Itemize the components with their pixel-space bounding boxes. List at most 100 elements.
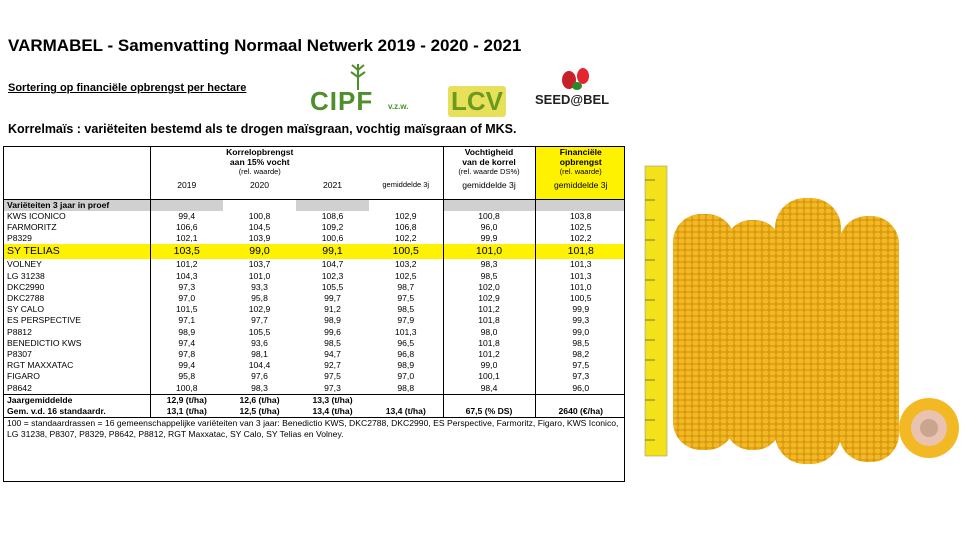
value-2019: 106,6 (149, 221, 223, 234)
value-financieel: 100,5 (534, 292, 624, 305)
standaard-row: Gem. v.d. 16 standaardr. 13,1 (t/ha) 12,… (4, 405, 624, 418)
value-2019: 95,8 (149, 371, 223, 383)
variety-name: FIGARO (7, 371, 40, 382)
value-vochtigheid: 102,9 (442, 292, 535, 305)
value-2021: 97,3 (324, 382, 341, 393)
value-2021: 98,9 (324, 315, 341, 326)
value-financieel: 99,0 (534, 326, 624, 338)
value-vochtigheid: 100,1 (442, 371, 535, 383)
value-2020: 102,9 (248, 304, 271, 315)
value-vochtigheid: 101,8 (442, 315, 535, 327)
value-financieel: 97,5 (534, 360, 624, 372)
value-financieel: 103,8 (534, 210, 624, 222)
variety-name: DKC2788 (7, 292, 45, 303)
header-row-2: aan 15% vocht van de korrel opbrengst (4, 157, 624, 167)
value-gem-3j: 101,3 (394, 326, 417, 337)
value-gem-3j: 103,2 (394, 259, 417, 270)
value-2021: 102,3 (321, 270, 344, 281)
value-gem-3j: 102,2 (394, 233, 417, 244)
variety-name: P8642 (7, 382, 32, 393)
value-financieel: 97,3 (534, 371, 624, 383)
cipf-logo: CIPF v.z.w. (310, 64, 420, 116)
value-gem-3j: 102,5 (394, 270, 417, 281)
value-financieel: 102,5 (534, 221, 624, 234)
variety-name: VOLNEY (7, 259, 42, 270)
value-2020: 100,8 (248, 210, 271, 221)
value-vochtigheid: 98,5 (442, 270, 535, 282)
value-gem-3j: 106,8 (394, 221, 417, 232)
value-2021: 109,2 (321, 221, 344, 232)
value-2021: 108,6 (321, 210, 344, 221)
seedbel-logo: SEED@BEL (535, 66, 625, 116)
value-vochtigheid: 101,2 (442, 304, 535, 316)
value-2019: 98,9 (149, 326, 223, 338)
value-financieel: 99,3 (534, 315, 624, 327)
value-2019: 101,2 (149, 259, 223, 271)
value-2019: 100,8 (149, 382, 223, 395)
variety-name: RGT MAXXATAC (7, 360, 74, 371)
value-gem-3j: 97,9 (397, 315, 415, 326)
table-row: P8642 100,8 98,3 97,3 98,8 98,4 96,0 (4, 382, 624, 395)
logo-strip: CIPF v.z.w. LCV SEED@BEL (310, 62, 630, 118)
table-row: RGT MAXXATAC 99,4 104,4 92,7 98,9 99,0 97,5 (4, 360, 624, 372)
value-2021: 99,6 (324, 326, 341, 337)
value-vochtigheid: 98,0 (442, 326, 535, 338)
sort-subtitle: Sortering op financiële opbrengst per he… (8, 82, 247, 94)
table-row: SY CALO 101,5 102,9 91,2 98,5 101,2 99,9 (4, 304, 624, 316)
table-row: VOLNEY 101,2 103,7 104,7 103,2 98,3 101,3 (4, 259, 624, 271)
table-row: DKC2990 97,3 93,3 105,5 98,7 102,0 101,0 (4, 281, 624, 293)
group-row: Variëteiten 3 jaar in proef (4, 198, 624, 211)
value-2021: 100,6 (321, 233, 344, 244)
table-row: P8329 102,1 103,9 100,6 102,2 99,9 102,2 (4, 233, 624, 245)
value-vochtigheid: 98,3 (442, 259, 535, 271)
value-2019: 99,4 (149, 360, 223, 372)
variety-name: SY CALO (7, 304, 45, 315)
value-2020: 97,7 (251, 315, 268, 326)
table-row: LG 31238 104,3 101,0 102,3 102,5 98,5 101,3 (4, 270, 624, 282)
value-2019: 97,3 (149, 281, 223, 293)
value-2021: 98,5 (324, 337, 341, 348)
table-row: ES PERSPECTIVE 97,1 97,7 98,9 97,9 101,8 99,3 (4, 315, 624, 327)
value-2020: 104,5 (248, 221, 271, 232)
table-row: DKC2788 97,0 95,8 99,7 97,5 102,9 100,5 (4, 292, 624, 305)
value-gem-3j: 102,9 (394, 210, 417, 221)
value-gem-3j: 98,9 (397, 360, 415, 371)
value-2020: 93,3 (251, 281, 268, 292)
crop-heading: Korrelmaïs : variëteiten bestemd als te … (8, 122, 517, 136)
value-financieel: 98,2 (534, 348, 624, 361)
value-vochtigheid: 101,8 (442, 337, 535, 349)
page-title: VARMABEL - Samenvatting Normaal Netwerk … (8, 36, 522, 55)
value-2020: 98,1 (251, 348, 268, 359)
value-gem-3j: 97,5 (397, 292, 415, 303)
variety-name: P8329 (7, 233, 32, 244)
results-table: Korrelopbrengst Vochtigheid Financiële a… (3, 146, 625, 482)
value-vochtigheid: 99,0 (442, 360, 535, 372)
value-2019: 97,4 (149, 337, 223, 349)
maize-cobs-photo (644, 165, 959, 464)
variety-name: P8307 (7, 348, 32, 359)
value-2021: 94,7 (324, 348, 341, 359)
value-2021: 104,7 (321, 259, 344, 270)
value-2019: 104,3 (149, 270, 223, 282)
value-2020: 98,3 (251, 382, 268, 393)
header-row-3: (rel. waarde) (rel. waarde DS%) (rel. wa… (4, 167, 624, 177)
value-vochtigheid: 98,4 (442, 382, 535, 395)
variety-name: LG 31238 (7, 270, 45, 281)
value-financieel: 96,0 (534, 382, 624, 395)
corn-cob-icon (673, 198, 899, 464)
value-2019: 97,1 (149, 315, 223, 327)
value-financieel: 99,9 (534, 304, 624, 316)
value-2019: 99,4 (149, 210, 223, 222)
value-financieel: 101,3 (534, 270, 624, 282)
value-financieel: 98,5 (534, 337, 624, 349)
footnote-row: 100 = standaardrassen = 16 gemeenschappe… (4, 417, 624, 441)
value-vochtigheid: 102,0 (442, 281, 535, 293)
value-2019: 101,5 (149, 304, 223, 316)
value-2021: 105,5 (321, 281, 344, 292)
header-row-1: Korrelopbrengst Vochtigheid Financiële (4, 147, 624, 157)
value-gem-3j: 96,5 (397, 337, 415, 348)
variety-name: DKC2990 (7, 281, 45, 292)
lcv-logo: LCV (448, 66, 518, 117)
value-vochtigheid: 99,9 (442, 233, 535, 245)
value-2020: 104,4 (248, 360, 271, 371)
